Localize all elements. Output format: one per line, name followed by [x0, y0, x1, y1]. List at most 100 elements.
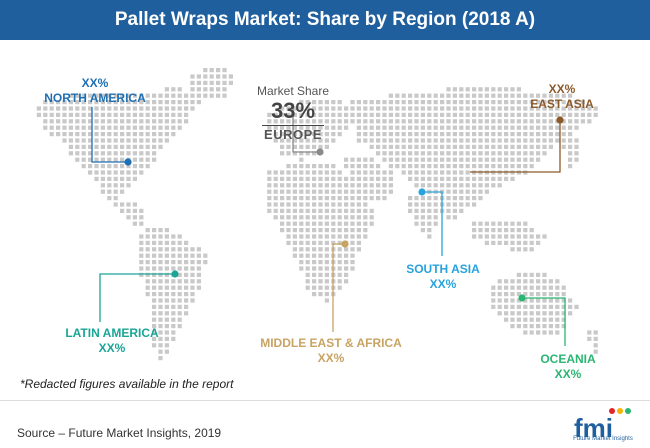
map-dot	[414, 176, 419, 181]
map-dot	[152, 234, 157, 239]
map-dot	[440, 170, 445, 175]
map-dot	[132, 202, 137, 207]
map-dot	[120, 183, 125, 188]
map-dot	[446, 215, 451, 220]
map-dot	[158, 343, 163, 348]
map-dot	[344, 125, 349, 130]
map-dot	[561, 125, 566, 130]
map-dot	[43, 100, 48, 105]
map-dot	[152, 93, 157, 98]
map-dot	[504, 221, 509, 226]
map-dot	[465, 151, 470, 156]
map-dot	[408, 164, 413, 169]
map-dot	[536, 304, 541, 309]
map-dot	[94, 112, 99, 117]
map-dot	[376, 132, 381, 137]
map-dot	[459, 100, 464, 105]
map-dot	[542, 317, 547, 322]
map-dot	[414, 138, 419, 143]
map-dot	[120, 144, 125, 149]
east-asia-leader-marker	[556, 116, 564, 124]
map-dot	[171, 87, 176, 92]
map-dot	[196, 285, 201, 290]
map-dot	[100, 93, 105, 98]
map-dot	[446, 183, 451, 188]
map-dot	[312, 240, 317, 245]
map-dot	[267, 170, 272, 175]
map-dot	[497, 93, 502, 98]
map-dot	[132, 119, 137, 124]
map-dot	[593, 112, 598, 117]
map-dot	[331, 208, 336, 213]
map-dot	[568, 112, 573, 117]
map-dot	[561, 311, 566, 316]
map-dot	[184, 279, 189, 284]
map-dot	[145, 234, 150, 239]
map-dot	[184, 240, 189, 245]
map-dot	[113, 119, 118, 124]
map-dot	[49, 100, 54, 105]
map-dot	[491, 304, 496, 309]
map-dot	[523, 138, 528, 143]
map-dot	[452, 170, 457, 175]
map-dot	[523, 240, 528, 245]
map-dot	[94, 132, 99, 137]
map-dot	[344, 253, 349, 258]
map-dot	[395, 157, 400, 162]
map-dot	[305, 234, 310, 239]
map-dot	[497, 285, 502, 290]
map-dot	[331, 215, 336, 220]
map-dot	[376, 112, 381, 117]
map-dot	[504, 157, 509, 162]
map-dot	[472, 138, 477, 143]
map-dot	[548, 298, 553, 303]
map-dot	[363, 228, 368, 233]
map-dot	[536, 285, 541, 290]
map-panel: Market Share 33% EUROPE XX% NORTH AMERIC…	[0, 40, 650, 400]
map-dot	[120, 151, 125, 156]
map-dot	[497, 151, 502, 156]
map-dot	[555, 330, 560, 335]
map-dot	[152, 343, 157, 348]
map-dot	[504, 234, 509, 239]
map-dot	[574, 138, 579, 143]
map-dot	[516, 100, 521, 105]
map-dot	[132, 176, 137, 181]
map-dot	[465, 106, 470, 111]
map-dot	[120, 202, 125, 207]
map-dot	[376, 196, 381, 201]
map-dot	[452, 215, 457, 220]
map-dot	[427, 125, 432, 130]
map-dot	[164, 317, 169, 322]
map-dot	[337, 215, 342, 220]
map-dot	[369, 170, 374, 175]
map-dot	[369, 157, 374, 162]
map-dot	[472, 151, 477, 156]
map-dot	[88, 157, 93, 162]
map-dot	[350, 234, 355, 239]
east-asia-name: EAST ASIA	[530, 97, 594, 111]
map-dot	[427, 132, 432, 137]
map-dot	[177, 125, 182, 130]
redaction-note: *Redacted figures available in the repor…	[20, 377, 234, 391]
map-dot	[440, 125, 445, 130]
map-dot	[388, 93, 393, 98]
map-dot	[523, 324, 528, 329]
map-dot	[542, 100, 547, 105]
map-dot	[574, 106, 579, 111]
map-dot	[344, 228, 349, 233]
map-dot	[324, 106, 329, 111]
map-dot	[81, 119, 86, 124]
map-dot	[408, 138, 413, 143]
map-dot	[497, 292, 502, 297]
map-dot	[62, 119, 67, 124]
map-dot	[420, 170, 425, 175]
map-dot	[171, 93, 176, 98]
map-dot	[81, 125, 86, 130]
map-dot	[337, 112, 342, 117]
map-dot	[523, 311, 528, 316]
map-dot	[120, 106, 125, 111]
map-dot	[574, 112, 579, 117]
map-dot	[113, 176, 118, 181]
map-dot	[529, 272, 534, 277]
